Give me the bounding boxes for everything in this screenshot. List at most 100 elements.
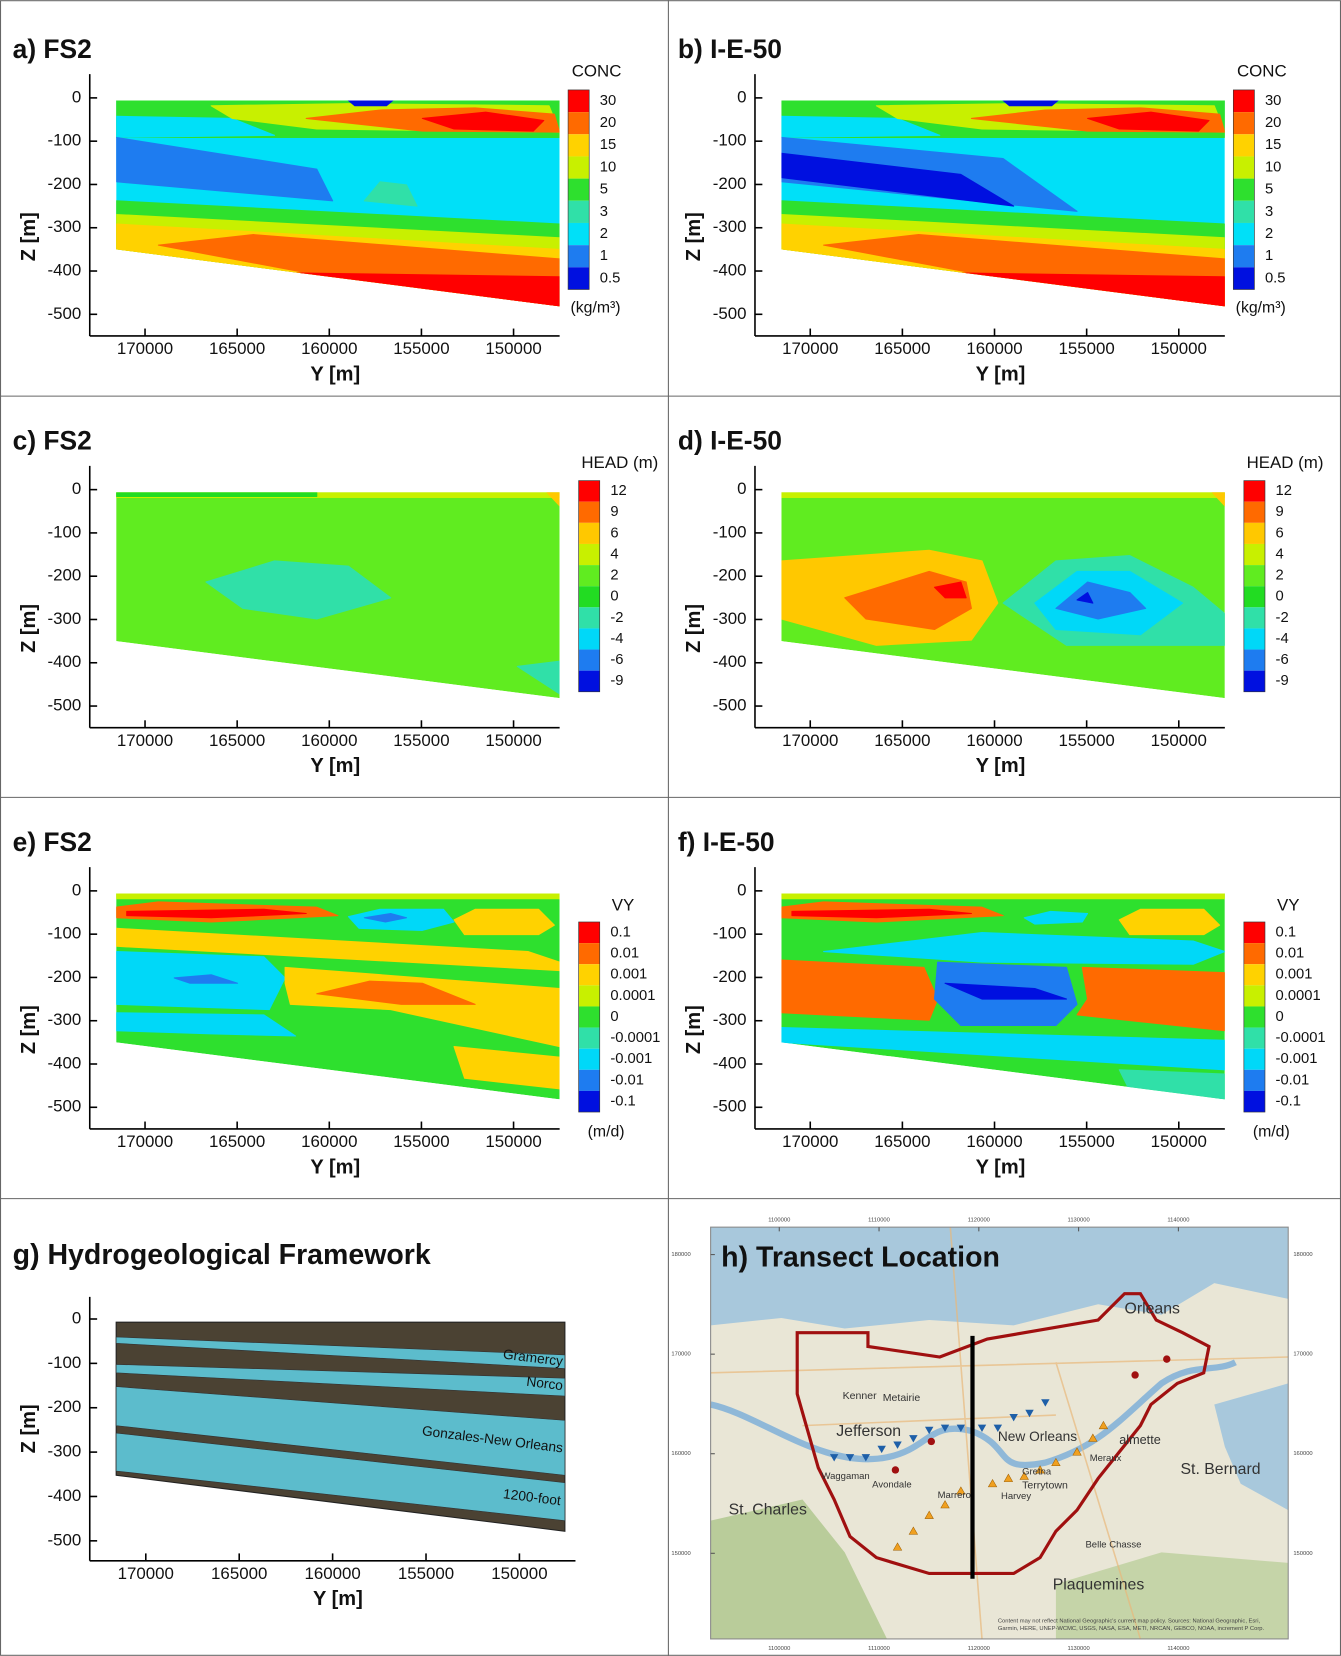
colorbar-label: 4 (1276, 546, 1284, 562)
panel: b) I-E-50 0 -100 -200 -300 -400 -500 170000 1650… (678, 34, 1287, 385)
colorbar-swatch (1243, 1069, 1265, 1091)
contour-region (939, 272, 1225, 307)
contour-region (116, 1012, 297, 1037)
colorbar-label: 15 (600, 137, 616, 153)
well-marker (924, 1426, 934, 1435)
colorbar-swatch (578, 670, 600, 692)
colorbar-swatch (1233, 112, 1255, 135)
colorbar-label: 6 (1276, 525, 1284, 541)
contour-region (546, 492, 560, 507)
colorbar-title: HEAD (m) (581, 453, 658, 472)
y-tick-label: 0 (72, 880, 81, 899)
colorbar-label: -0.1 (610, 1093, 635, 1109)
well-marker (1041, 1399, 1050, 1407)
colorbar-swatch (1233, 267, 1255, 290)
layer-label: Gramercy (502, 1347, 564, 1369)
panel-title: b) I-E-50 (678, 34, 782, 64)
colorbar-label: 0 (1276, 589, 1284, 605)
y-tick-label: -300 (713, 1010, 747, 1029)
colorbar-label: 12 (1276, 483, 1292, 499)
aquifer-layer (115, 1432, 566, 1522)
x-tick-label: 165000 (209, 339, 265, 358)
colorbar-label: 3 (1265, 204, 1273, 220)
x-tick-label: 165000 (874, 731, 930, 750)
x-axis-label: Y [m] (310, 755, 360, 777)
contour-region (116, 927, 560, 972)
x-tick-label: 150000 (1151, 1132, 1207, 1151)
y-tick-label: 0 (737, 87, 746, 106)
colorbar-swatch (578, 649, 600, 671)
colorbar-label: 15 (1265, 137, 1281, 153)
colorbar-swatch (578, 921, 600, 944)
x-tick-label: 155000 (1058, 731, 1114, 750)
x-tick-label: 150000 (1151, 731, 1207, 750)
colorbar-swatch (568, 267, 590, 290)
x-tick-label: 165000 (209, 1132, 265, 1151)
contour-region (1076, 966, 1225, 1032)
panel: c) FS2 0 -100 -200 -300 -400 -500 170000 165000 1… (13, 426, 659, 777)
colorbar-swatch (578, 1027, 600, 1049)
well-marker (892, 1542, 903, 1551)
well-marker (993, 1424, 1003, 1432)
panel-title: g) Hydrogeological Framework (13, 1239, 431, 1271)
x-tick-label: 170000 (118, 1564, 174, 1583)
well-marker (829, 1454, 839, 1462)
colorbar-swatch (1243, 1048, 1265, 1070)
x-tick-label: 160000 (301, 731, 357, 750)
colorbar-label: -6 (610, 652, 623, 668)
well-marker (956, 1486, 966, 1495)
contour-region (781, 893, 1225, 900)
aquifer-layer (115, 1364, 566, 1397)
colorbar-frame (1243, 480, 1266, 693)
map-tick-label: 160000 (671, 1451, 690, 1457)
y-tick-label: 0 (72, 1308, 81, 1327)
colorbar-swatch (1243, 943, 1265, 965)
panel-title: a) FS2 (13, 34, 92, 64)
contour-region (1055, 581, 1147, 620)
y-tick-label: -200 (48, 967, 82, 986)
colorbar-label: 20 (1265, 115, 1281, 131)
colorbar-swatch (578, 522, 600, 544)
y-tick-label: -300 (48, 1010, 82, 1029)
x-tick-label: 150000 (485, 339, 541, 358)
map-tick-label: 160000 (1293, 1451, 1312, 1457)
well-marker (861, 1454, 871, 1462)
colorbar-label: -0.001 (610, 1051, 652, 1067)
colorbar-label: -0.001 (1276, 1051, 1318, 1067)
map-tick-label: 1120000 (968, 1646, 990, 1652)
colorbar-label: 30 (1265, 93, 1281, 109)
y-axis-label: Z [m] (18, 604, 40, 653)
contour-region (116, 893, 560, 900)
colorbar-swatch (1243, 1006, 1265, 1028)
contour-region (516, 660, 560, 695)
aquifer-layer (115, 1336, 566, 1369)
panel: g) Hydrogeological Framework Gramercy Norc… (13, 1239, 576, 1610)
y-tick-label: -500 (48, 1530, 82, 1549)
site-marker (1131, 1371, 1139, 1379)
contour-region (781, 152, 1015, 207)
colorbar-label: 5 (600, 182, 608, 198)
y-tick-label: -400 (713, 1053, 747, 1072)
well-marker (940, 1500, 950, 1509)
x-tick-label: 160000 (304, 1564, 360, 1583)
map-tick-label: 150000 (671, 1551, 690, 1557)
y-tick-label: -500 (713, 1097, 747, 1116)
colorbar-swatch (1243, 628, 1265, 650)
site-marker (1163, 1355, 1171, 1363)
colorbar-label: 5 (1265, 182, 1273, 198)
contour-region (781, 1027, 1225, 1071)
map-tick-label: 1140000 (1167, 1646, 1189, 1652)
colorbar-label: 3 (600, 204, 608, 220)
colorbar-swatch (578, 1048, 600, 1070)
y-tick-label: 0 (737, 479, 746, 498)
place-label: Marrero (938, 1490, 971, 1501)
y-tick-label: -200 (713, 566, 747, 585)
y-tick-label: -100 (48, 522, 82, 541)
y-tick-label: -300 (48, 609, 82, 628)
y-tick-label: -100 (713, 131, 747, 150)
place-label: Harvey (1001, 1491, 1031, 1502)
map-attribution: Content may not reflect National Geograp… (998, 1619, 1261, 1625)
contour-region (781, 115, 941, 138)
x-tick-label: 155000 (398, 1564, 454, 1583)
